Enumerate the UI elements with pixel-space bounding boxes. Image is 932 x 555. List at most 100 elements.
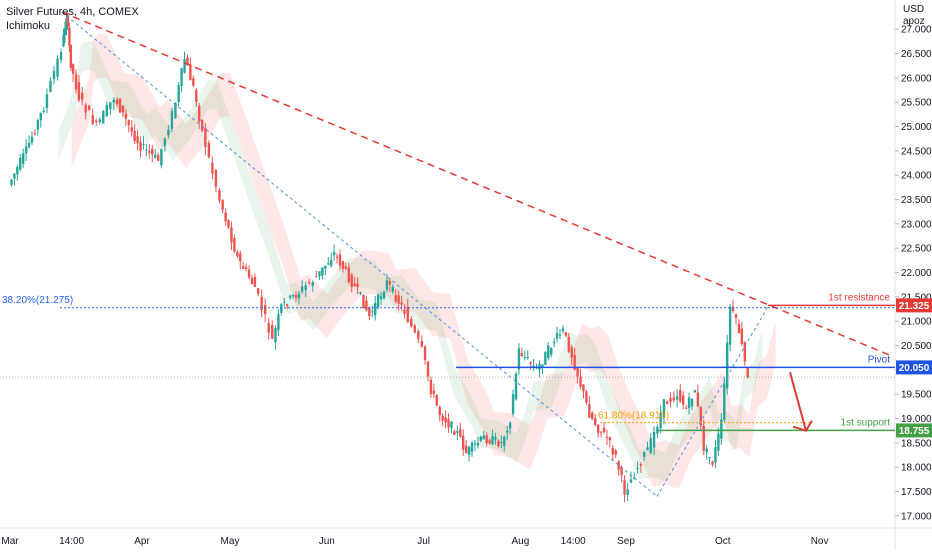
candle-body [80,92,84,100]
x-tick-label: Aug [512,536,530,547]
candle-body [462,435,465,450]
candle-body [488,440,491,444]
candle-body [347,267,350,283]
candle-body [547,345,550,359]
candle-body [511,394,515,414]
candle-body [260,297,263,311]
candle-body [59,52,63,60]
candle-body [482,435,485,440]
candle-body [723,383,726,420]
candle-body [669,398,672,402]
candle-body [591,412,594,419]
candle-body [491,436,494,445]
y-tick-label: 24.000 [901,171,932,182]
candle-body [720,419,723,439]
candle-body [371,311,374,313]
candle-body [391,286,394,292]
candle-body [476,442,480,446]
candle-body [403,309,406,314]
price-tag-bg [896,423,932,438]
fib-618-label: 61.80%(18.915) [598,411,669,422]
candle-body [374,302,377,316]
candle-body [714,446,717,463]
candle-body [662,399,666,418]
candle-body [341,261,345,269]
candle-body [224,212,227,222]
x-tick-label: Oct [715,536,731,547]
candle-body [56,58,59,77]
candle-body [52,71,56,80]
candle-body [423,346,427,360]
candle-body [22,153,25,164]
currency-label: USD [903,4,924,15]
y-tick-label: 23.000 [901,219,932,230]
candle-body [672,397,676,401]
candle-body [200,119,204,131]
y-tick-label: 17.000 [901,511,932,522]
candle-body [743,342,746,362]
candle-body [65,18,68,31]
downtrend-line [61,11,891,356]
candle-body [508,422,512,429]
x-tick-label: 14:00 [561,536,586,547]
candle-body [124,113,128,119]
ichimoku-cloud-bullish [58,41,763,482]
x-tick-label: 14:00 [59,536,84,547]
forecast-arrow-shaft [789,372,807,431]
y-tick-label: 23.500 [901,195,932,206]
candle-body [308,282,311,284]
candle-body [253,277,257,287]
candle-body [148,150,151,153]
candle-body [250,278,254,284]
candle-body [708,457,711,459]
candle-body [264,305,267,315]
candle-body [666,401,669,405]
y-tick-label: 19.500 [901,390,932,401]
candle-body [19,157,22,170]
candle-body [277,314,280,331]
candle-body [91,115,94,124]
candle-body [24,146,28,154]
candle-body [74,74,78,90]
y-tick-label: 21.500 [901,292,932,303]
candle-body [629,479,633,483]
candle-body [177,85,180,103]
candle-body [95,120,98,123]
candle-body [230,227,233,243]
candle-body [207,142,211,158]
candle-body [494,437,497,440]
candle-body [552,341,556,344]
candle-body [550,348,553,355]
chart-title: Silver Futures, 4h, COMEX [6,6,139,18]
candle-body [84,104,87,113]
candle-body [195,89,198,103]
candle-body [459,429,462,437]
candle-body [746,368,749,378]
candle-body [214,170,218,187]
candle-body [397,295,400,304]
candle-body [582,384,585,392]
x-tick-label: Nov [811,536,829,547]
candle-body [186,57,189,66]
candle-body [693,390,697,393]
candle-body [121,105,125,113]
candle-body [514,373,518,400]
candle-body [435,394,438,406]
candle-body [555,332,559,339]
candle-body [441,415,444,421]
candle-body [523,356,526,358]
y-tick-label: 22.500 [901,244,932,255]
candle-body [321,267,324,276]
y-tick-label: 18.500 [901,438,932,449]
candle-body [204,127,207,148]
price-tag-Pivot: 20.050 [899,363,930,374]
candle-body [711,461,714,465]
level-label-1st-resistance: 1st resistance [828,292,890,303]
candle-body [192,78,195,86]
candle-body [115,99,119,105]
candle-body [353,283,356,287]
candle-body [532,365,535,368]
candle-body [611,448,614,455]
